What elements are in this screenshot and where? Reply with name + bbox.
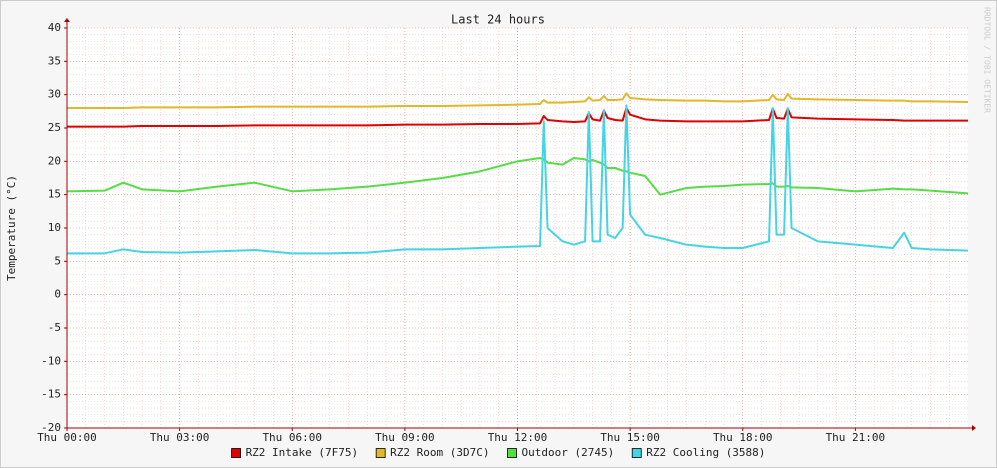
- legend-item: Outdoor (2745): [507, 446, 615, 459]
- legend-swatch: [631, 448, 642, 458]
- legend-swatch: [507, 448, 517, 458]
- y-axis-label: Temperature (°C): [5, 175, 18, 281]
- x-tick-label: Thu 00:00: [37, 431, 97, 444]
- y-tick-label: -20: [41, 421, 61, 434]
- y-tick-label: -10: [41, 354, 61, 367]
- y-arrow: [64, 18, 70, 22]
- chart-title: Last 24 hours: [451, 13, 545, 27]
- x-tick-label: Thu 09:00: [375, 431, 435, 444]
- x-tick-label: Thu 21:00: [826, 431, 886, 444]
- y-tick-label: 15: [48, 188, 61, 201]
- legend-item: RZ2 Room (3D7C): [375, 446, 490, 459]
- series-line: [67, 92, 969, 109]
- legend-label: RZ2 Intake (7F75): [246, 446, 359, 459]
- y-tick-label: -15: [41, 388, 61, 401]
- y-tick-label: -5: [48, 321, 61, 334]
- legend-item: RZ2 Intake (7F75): [231, 446, 359, 459]
- watermark: RRDTOOL / TOBI OETIKER: [983, 7, 992, 113]
- legend-label: RZ2 Room (3D7C): [390, 446, 489, 459]
- y-tick-label: 25: [48, 121, 61, 134]
- legend: RZ2 Intake (7F75) RZ2 Room (3D7C) Outdoor …: [231, 446, 765, 459]
- x-tick-label: Thu 12:00: [488, 431, 548, 444]
- y-tick-label: 10: [48, 221, 61, 234]
- legend-swatch: [375, 448, 386, 458]
- legend-swatch: [231, 448, 241, 458]
- x-arrow: [972, 425, 976, 431]
- x-tick-label: Thu 15:00: [600, 431, 660, 444]
- x-tick-label: Thu 03:00: [150, 431, 210, 444]
- y-tick-label: 5: [54, 254, 61, 267]
- legend-item: RZ2 Cooling (3588): [631, 446, 765, 459]
- y-tick-label: 20: [48, 154, 61, 167]
- x-tick-label: Thu 06:00: [262, 431, 322, 444]
- legend-label: RZ2 Cooling (3588): [646, 446, 765, 459]
- lines: [66, 92, 969, 255]
- x-tick-label: Thu 18:00: [713, 431, 773, 444]
- series-line: [67, 104, 969, 255]
- y-tick-label: 40: [48, 21, 61, 34]
- y-tick-label: 35: [48, 54, 61, 67]
- legend-label: Outdoor (2745): [522, 446, 615, 459]
- y-tick-label: 30: [48, 88, 61, 101]
- y-tick-label: 0: [54, 288, 61, 301]
